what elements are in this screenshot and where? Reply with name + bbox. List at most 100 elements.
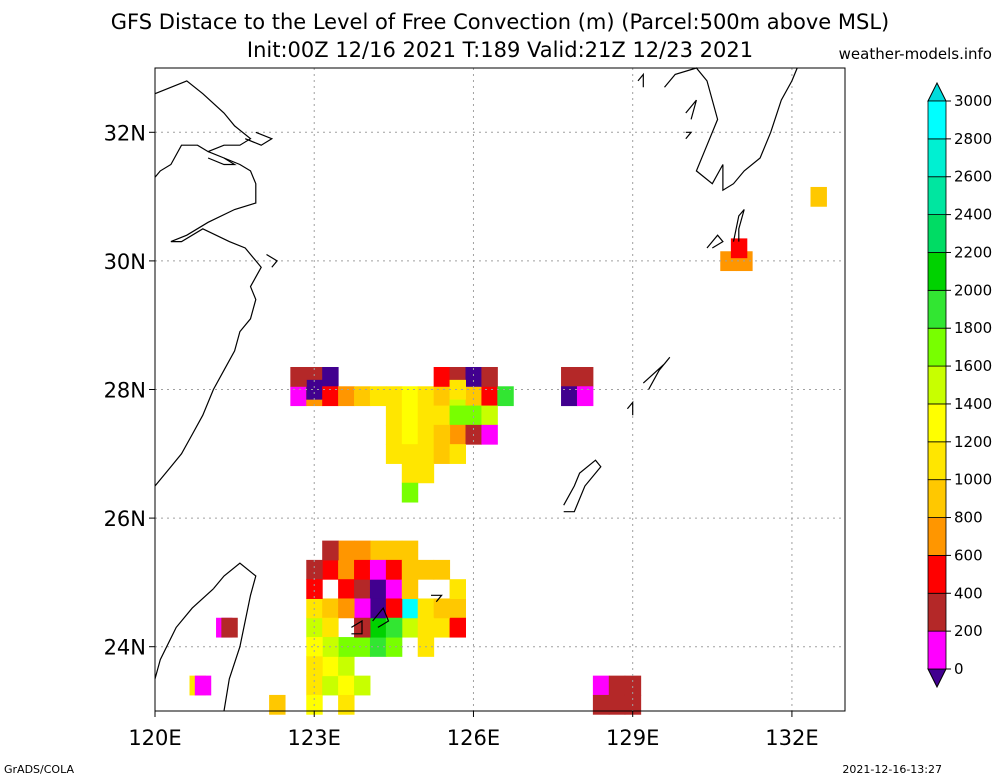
field-cell [338, 694, 355, 715]
field-cell [433, 598, 451, 619]
field-cell [449, 379, 466, 400]
colorbar-label: 1400 [954, 395, 992, 413]
field-cell [810, 186, 827, 207]
field-cell [481, 386, 498, 407]
colorbar-segment [927, 441, 947, 481]
field-cell [417, 386, 435, 407]
colorbar-label: 2000 [954, 281, 992, 299]
colorbar-label: 2400 [954, 206, 992, 224]
coastline [637, 72, 644, 88]
lfc-field [189, 186, 827, 715]
coastline [664, 67, 798, 192]
field-cell [354, 386, 371, 407]
field-cell [433, 405, 451, 426]
field-cell [592, 675, 610, 696]
field-cell [322, 617, 339, 638]
field-cell [433, 424, 451, 445]
field-cell [449, 444, 466, 464]
colorbar-segment [927, 289, 947, 329]
field-cell [306, 559, 323, 580]
colorbar-label: 0 [954, 660, 964, 678]
field-cell [449, 598, 466, 619]
lat-tick-label: 24N [104, 636, 146, 660]
field-cell [306, 379, 323, 400]
colorbar-segment [927, 100, 947, 140]
field-cell [322, 366, 339, 387]
field-cell [369, 598, 387, 619]
field-cell [465, 386, 482, 407]
field-cell [385, 559, 403, 580]
field-cell [322, 386, 339, 407]
colorbar-label: 1800 [954, 319, 992, 337]
lon-tick-label: 126E [447, 726, 500, 750]
field-cell [417, 444, 435, 464]
colorbar-segment [927, 555, 947, 594]
coastline [212, 562, 257, 712]
map-subtitle: Init:00Z 12/16 2021 T:189 Valid:21Z 12/2… [246, 38, 754, 62]
field-cell [354, 675, 371, 696]
field-cell [417, 617, 435, 638]
field-cell [385, 637, 403, 657]
colorbar-segment [927, 517, 947, 556]
colorbar-segment [927, 176, 947, 216]
coastline [706, 234, 724, 249]
colorbar-label: 3000 [954, 92, 992, 110]
field-cell [497, 386, 514, 407]
colorbar-segment [927, 365, 947, 405]
lon-tick-label: 123E [288, 726, 341, 750]
coastline [351, 619, 363, 635]
field-cell [354, 598, 371, 619]
field-cell [338, 656, 355, 677]
field-cell [730, 238, 748, 259]
field-cell [306, 579, 323, 599]
colorbar-segment [927, 403, 947, 443]
field-cell [401, 579, 419, 599]
field-cell [322, 598, 339, 619]
field-cell [401, 386, 419, 407]
coastline [154, 157, 262, 487]
field-cell [401, 598, 419, 619]
coastline [266, 253, 279, 268]
axis-ticks: 120E 123E 126E 129E 132E 24N 26N 28N 30N 32N [104, 121, 819, 750]
colorbar-segment [927, 479, 947, 518]
footer-timestamp: 2021-12-16-13:27 [842, 763, 942, 776]
field-cell [401, 559, 419, 580]
field-cell [433, 559, 451, 580]
field-cell [385, 617, 403, 638]
field-cell [608, 675, 626, 696]
field-cell [561, 386, 578, 407]
field-cell [385, 579, 403, 599]
site-credit: weather-models.info [838, 45, 992, 63]
field-cell [338, 598, 355, 619]
field-cell [385, 386, 403, 407]
colorbar-label: 1200 [954, 433, 992, 451]
colorbar-over-arrow [927, 81, 947, 102]
field-cell [369, 540, 387, 561]
colorbar-segment [927, 327, 947, 367]
field-cell [417, 405, 435, 426]
field-cell [354, 579, 371, 599]
field-cell [401, 482, 419, 503]
field-cell [290, 366, 307, 387]
coastline [154, 588, 214, 680]
colorbar-segment [927, 592, 947, 632]
lat-tick-label: 28N [104, 379, 146, 403]
field-cell [561, 366, 578, 387]
colorbar-label: 200 [954, 622, 983, 640]
coastline [244, 131, 274, 146]
colorbar-label: 600 [954, 546, 983, 564]
field-cell [385, 540, 403, 561]
lon-tick-label: 132E [765, 726, 818, 750]
field-cell [322, 675, 339, 696]
field-cell [401, 444, 419, 464]
field-cell [354, 540, 371, 561]
footer-software: GrADS/COLA [4, 763, 74, 776]
field-cell [433, 366, 451, 387]
field-cell [401, 424, 419, 445]
field-cell [306, 656, 323, 677]
field-cell [481, 424, 498, 445]
field-cell [417, 424, 435, 445]
field-cell [401, 405, 419, 426]
field-cell [385, 424, 403, 445]
